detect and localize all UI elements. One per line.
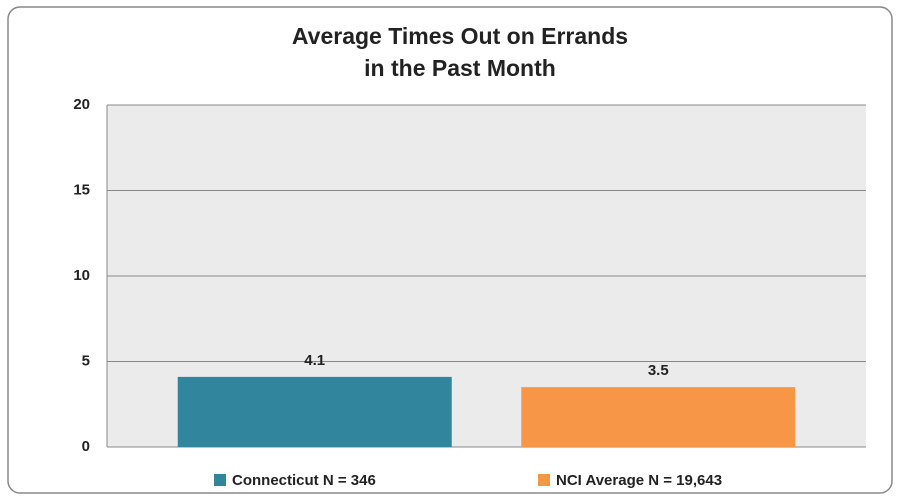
chart-title: Average Times Out on Errands xyxy=(292,23,628,49)
y-tick-label: 20 xyxy=(73,96,90,113)
y-tick-label: 0 xyxy=(82,438,90,455)
value-label: 4.1 xyxy=(304,352,325,369)
legend-label: Connecticut N = 346 xyxy=(232,472,376,489)
legend-label: NCI Average N = 19,643 xyxy=(556,472,722,489)
y-tick-label: 10 xyxy=(73,267,90,284)
value-label: 3.5 xyxy=(648,362,669,379)
y-tick-label: 15 xyxy=(73,181,90,198)
bar xyxy=(177,376,452,447)
y-tick-label: 5 xyxy=(82,352,90,369)
legend-swatch xyxy=(538,474,550,486)
chart-title: in the Past Month xyxy=(364,55,556,81)
legend-swatch xyxy=(214,474,226,486)
bar xyxy=(521,387,796,447)
